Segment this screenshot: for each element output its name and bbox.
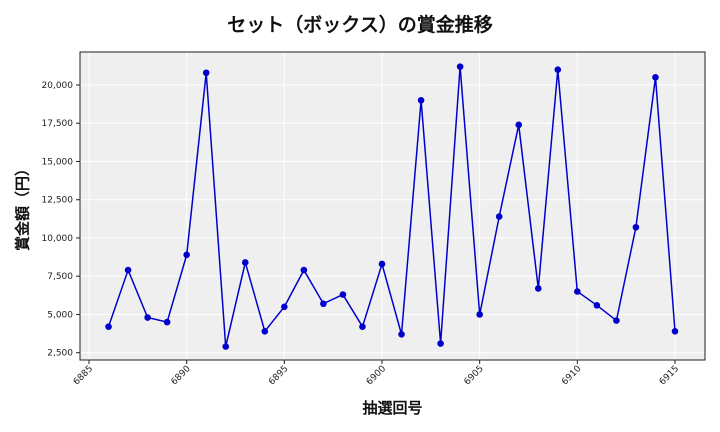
y-tick-label: 20,000 (42, 81, 74, 91)
data-point (456, 63, 464, 70)
data-point (515, 121, 523, 129)
data-point (202, 69, 210, 77)
x-tick-label: 6890 (170, 364, 193, 387)
x-tick-label: 6895 (267, 364, 290, 387)
y-tick-label: 10,000 (42, 234, 74, 244)
data-point (437, 340, 444, 347)
data-point (222, 343, 230, 350)
data-point (339, 291, 347, 298)
data-point (398, 331, 405, 338)
series-line (107, 66, 676, 347)
y-tick-label: 12,500 (42, 196, 74, 206)
data-point (359, 323, 366, 330)
data-point (652, 74, 659, 81)
data-point (144, 314, 151, 321)
plot-frame (79, 51, 706, 361)
data-point (300, 266, 308, 274)
data-point (124, 266, 132, 274)
y-axis: 2,500 5,000 7,500 10,000 12,500 15,000 17,500 2… (42, 81, 80, 359)
data-point (613, 317, 620, 324)
data-point (574, 288, 581, 295)
x-axis-label: 抽選回号 (362, 399, 423, 417)
gridlines (80, 52, 705, 360)
data-point (241, 259, 249, 266)
data-point (534, 285, 542, 292)
x-tick-label: 6915 (658, 364, 681, 387)
chart-title: セット（ボックス）の賞金推移 (227, 14, 493, 36)
data-point (554, 66, 562, 74)
data-series (105, 63, 679, 350)
data-point (671, 327, 679, 335)
data-point (163, 318, 171, 326)
data-point (320, 300, 327, 308)
data-point (417, 96, 425, 104)
x-tick-label: 6885 (72, 364, 95, 387)
x-axis: 6885 6890 6895 6900 6905 6910 6915 (72, 360, 681, 387)
y-tick-label: 7,500 (47, 272, 73, 282)
plot-area (80, 52, 705, 360)
x-tick-label: 6910 (560, 364, 583, 387)
data-point (183, 251, 190, 259)
data-point (281, 303, 288, 311)
y-tick-label: 15,000 (42, 157, 74, 167)
y-tick-label: 5,000 (47, 310, 73, 320)
data-point (593, 301, 601, 309)
y-tick-label: 2,500 (47, 349, 73, 359)
data-point (495, 213, 503, 220)
data-point (261, 327, 269, 335)
y-tick-label: 17,500 (42, 119, 74, 129)
x-tick-label: 6905 (463, 364, 486, 387)
data-point (476, 311, 483, 318)
data-point (378, 260, 386, 268)
x-tick-label: 6900 (365, 364, 388, 387)
data-point (105, 323, 112, 330)
data-point (632, 223, 640, 231)
